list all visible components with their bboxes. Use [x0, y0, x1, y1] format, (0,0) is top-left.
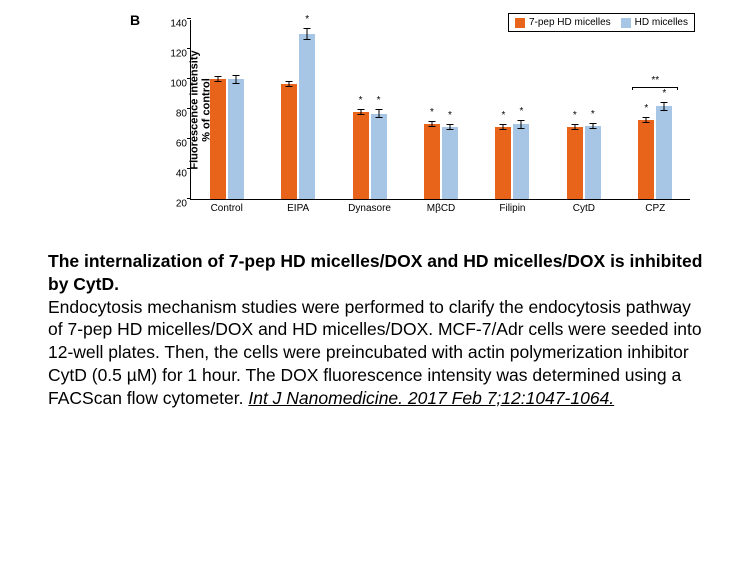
ytick-60: 60	[163, 139, 187, 150]
caption: The internalization of 7-pep HD micelles…	[48, 250, 708, 409]
panel-label: B	[130, 12, 140, 28]
chart-area: B 7-pep HD micelles HD micelles Fluoresc…	[140, 10, 700, 225]
bar-group-1: *	[281, 34, 315, 199]
caption-citation: Int J Nanomedicine. 2017 Feb 7;12:1047-1…	[248, 388, 614, 408]
ytick-140: 140	[163, 19, 187, 30]
sig-mark: *	[305, 14, 309, 25]
ytick-20: 20	[163, 199, 187, 210]
caption-title: The internalization of 7-pep HD micelles…	[48, 251, 702, 294]
bar-blue-4: *	[513, 124, 529, 199]
bar-group-3: **	[424, 124, 458, 199]
xtick-2: Dynasore	[348, 203, 391, 214]
bar-orange-1	[281, 84, 297, 200]
bar-group-4: **	[495, 124, 529, 199]
bar-orange-3: *	[424, 124, 440, 199]
sig-mark: *	[644, 103, 648, 114]
sig-mark: *	[573, 110, 577, 121]
bar-blue-5: *	[585, 126, 601, 200]
bar-blue-2: *	[371, 114, 387, 200]
bar-orange-2: *	[353, 112, 369, 199]
xtick-5: CytD	[573, 203, 595, 214]
xtick-3: MβCD	[427, 203, 456, 214]
sig-mark: *	[359, 95, 363, 106]
xtick-0: Control	[211, 203, 243, 214]
sig-mark: *	[448, 110, 452, 121]
bar-orange-6: *	[638, 120, 654, 200]
sig-mark: *	[430, 107, 434, 118]
bar-group-2: **	[353, 112, 387, 199]
ytick-120: 120	[163, 49, 187, 60]
bar-blue-0	[228, 79, 244, 199]
xtick-6: CPZ	[645, 203, 665, 214]
bar-blue-6: *	[656, 106, 672, 199]
sig-mark: *	[519, 106, 523, 117]
plot-area: Fluorescence intensity % of control ****…	[190, 20, 690, 200]
xtick-1: EIPA	[287, 203, 309, 214]
bar-blue-1: *	[299, 34, 315, 199]
ytick-40: 40	[163, 169, 187, 180]
bar-orange-4: *	[495, 127, 511, 199]
xtick-4: Filipin	[499, 203, 525, 214]
sig-bracket	[632, 87, 678, 90]
ytick-100: 100	[163, 79, 187, 90]
sig-bracket-label: **	[651, 75, 659, 86]
bar-group-5: **	[567, 126, 601, 200]
bar-group-6: **	[638, 106, 672, 199]
bar-blue-3: *	[442, 127, 458, 199]
bar-orange-0	[210, 79, 226, 199]
figure-container: B 7-pep HD micelles HD micelles Fluoresc…	[0, 0, 756, 409]
sig-mark: *	[377, 95, 381, 106]
sig-mark: *	[501, 110, 505, 121]
sig-mark: *	[591, 109, 595, 120]
bars-container: *************	[191, 20, 690, 199]
ytick-80: 80	[163, 109, 187, 120]
bar-group-0	[210, 79, 244, 199]
bar-orange-5: *	[567, 127, 583, 199]
